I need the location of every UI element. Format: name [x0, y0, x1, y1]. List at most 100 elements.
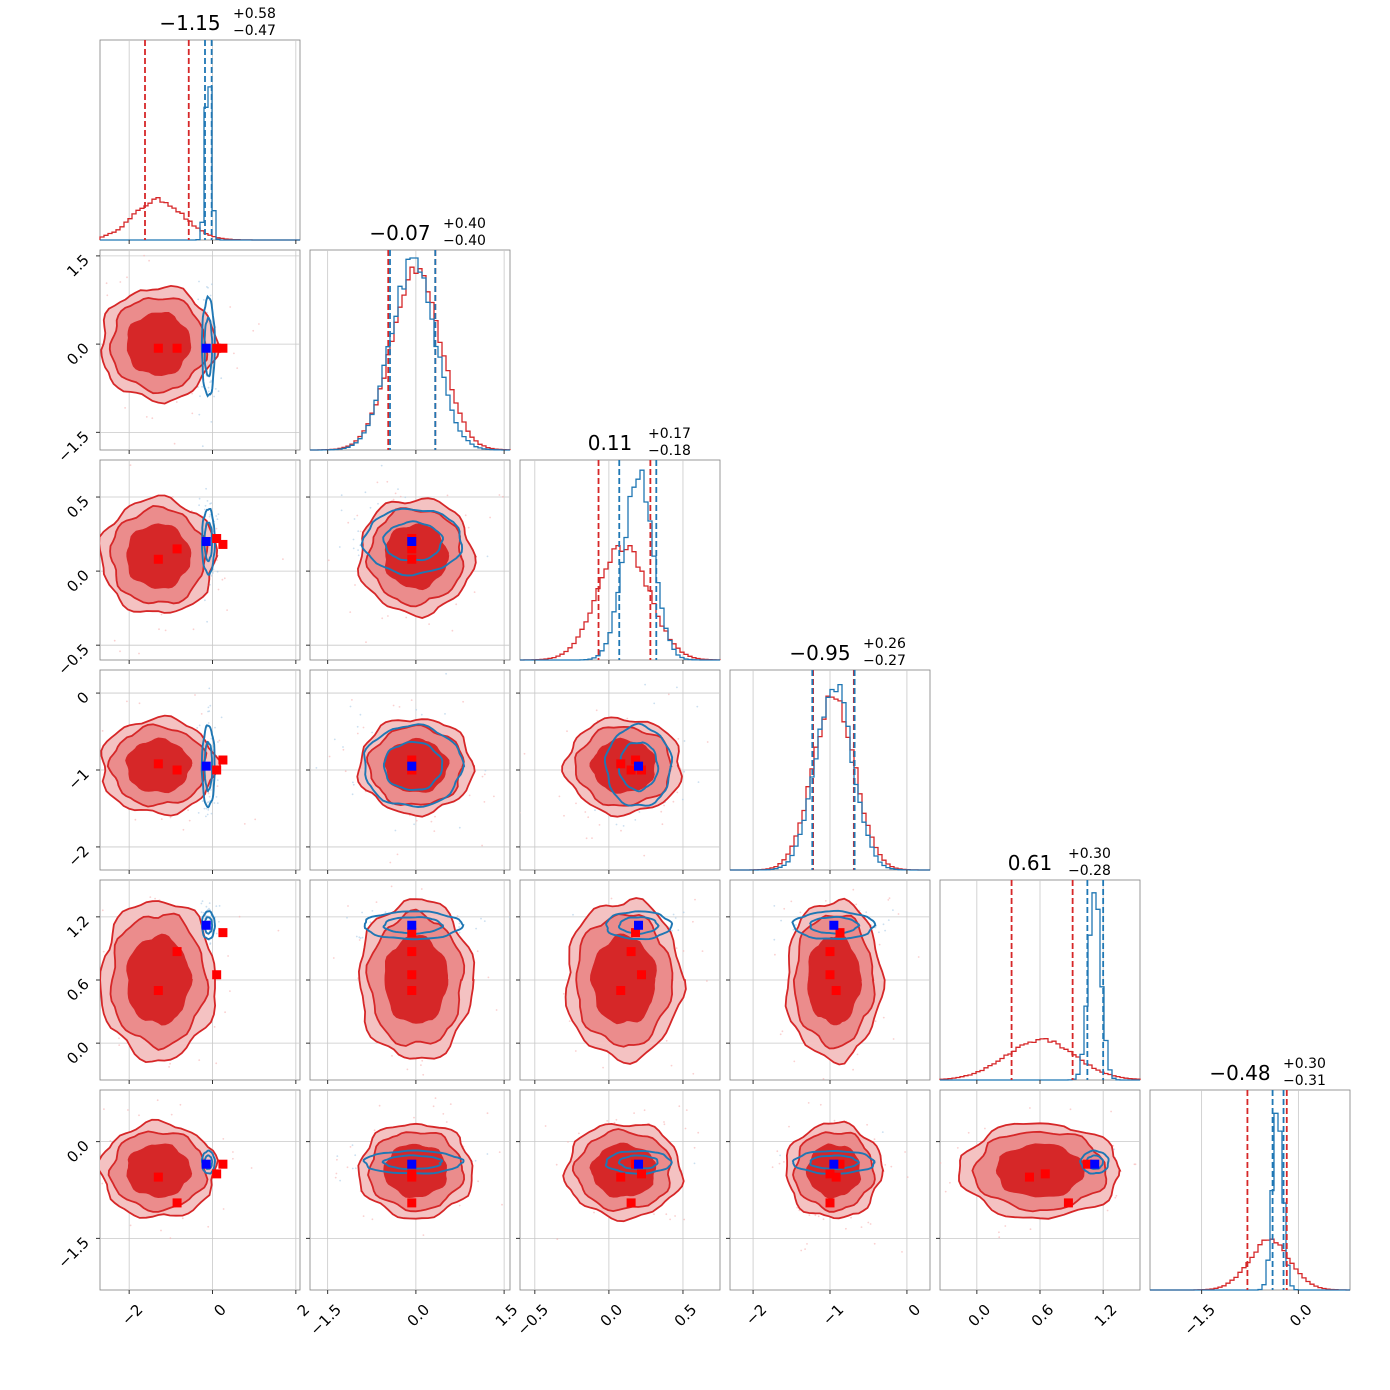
scatter-point: [101, 1182, 104, 1185]
scatter-point: [80, 1173, 82, 1175]
scatter-point: [489, 516, 491, 519]
scatter-point: [92, 939, 94, 941]
scatter-point: [663, 1121, 665, 1123]
scatter-point: [420, 713, 423, 716]
scatter-point: [205, 457, 207, 459]
scatter-point: [109, 1140, 112, 1142]
scatter-point: [351, 1167, 354, 1170]
scatter-point: [670, 1064, 673, 1067]
scatter-point: [387, 615, 389, 617]
scatter-point: [480, 917, 482, 920]
scatter-point: [191, 392, 193, 395]
scatter-point: [555, 1163, 558, 1166]
scatter-point: [516, 1175, 518, 1177]
scatter-point: [665, 1213, 668, 1216]
scatter-point: [233, 352, 235, 355]
scatter-point: [213, 1026, 216, 1028]
scatter-point: [984, 1127, 986, 1130]
scatter-point: [682, 911, 685, 914]
scatter-point: [217, 390, 220, 393]
scatter-point: [59, 1202, 61, 1204]
scatter-point: [221, 578, 224, 581]
scatter-point: [391, 1055, 393, 1057]
scatter-point: [998, 1236, 1001, 1239]
scatter-point: [65, 716, 67, 718]
scatter-point: [626, 717, 629, 720]
scatter-point: [215, 796, 218, 798]
scatter-point: [169, 816, 172, 819]
scatter-point: [205, 905, 208, 908]
scatter-point: [187, 809, 189, 811]
scatter-point: [804, 1248, 806, 1250]
scatter-point: [866, 1123, 868, 1126]
scatter-point: [422, 1073, 425, 1076]
scatter-point: [78, 889, 80, 891]
scatter-point: [878, 943, 881, 946]
scatter-point: [483, 920, 486, 922]
scatter-point: [338, 546, 341, 548]
panel-title-5: −0.48: [1209, 1061, 1270, 1085]
scatter-point: [795, 924, 797, 926]
panel-title-minus-1: −0.40: [443, 233, 486, 249]
panel-content: [544, 1105, 700, 1240]
scatter-point: [210, 379, 213, 382]
scatter-point: [575, 802, 577, 805]
scatter-point: [606, 1120, 609, 1122]
x-tick-label: 1.2: [1091, 1301, 1121, 1331]
scatter-point: [598, 824, 601, 826]
scatter-point: [243, 823, 246, 825]
contour-blue-1: [617, 916, 660, 935]
panel-title-plus-0: +0.58: [233, 6, 276, 22]
scatter-point: [336, 1158, 338, 1161]
scatter-point: [869, 1223, 872, 1225]
scatter-point: [567, 1141, 569, 1143]
scatter-point: [873, 1138, 876, 1141]
scatter-point: [643, 854, 646, 857]
scatter-point: [458, 826, 461, 829]
marker-red: [218, 343, 228, 353]
scatter-point: [207, 1225, 210, 1228]
scatter-point: [154, 897, 156, 900]
scatter-point: [422, 1234, 425, 1236]
scatter-point: [210, 283, 213, 286]
y-tick-label: 0.6: [63, 975, 93, 1005]
scatter-point: [205, 807, 208, 810]
scatter-point: [830, 878, 832, 880]
marker-red: [636, 1169, 646, 1179]
scatter-point: [209, 294, 212, 297]
contour-blue-0: [360, 507, 464, 577]
scatter-point: [790, 900, 793, 903]
scatter-point: [566, 730, 568, 733]
panel-title-plus-5: +0.30: [1283, 1056, 1326, 1072]
scatter-point: [361, 936, 364, 939]
scatter-point: [209, 704, 212, 707]
panel-4-4: 0.61 +0.30−0.28: [939, 846, 1141, 1084]
scatter-point: [170, 1113, 173, 1116]
scatter-point: [675, 947, 678, 949]
scatter-point: [901, 1251, 903, 1253]
marker-blue: [829, 920, 839, 930]
scatter-point: [882, 923, 885, 926]
scatter-point: [653, 702, 656, 705]
scatter-point: [362, 726, 365, 729]
scatter-point: [209, 943, 211, 945]
scatter-point: [305, 689, 307, 691]
scatter-point: [380, 464, 383, 467]
scatter-point: [101, 909, 104, 912]
scatter-point: [145, 416, 148, 418]
scatter-point: [562, 992, 565, 995]
scatter-point: [442, 1113, 445, 1115]
scatter-point: [344, 770, 347, 773]
scatter-point: [354, 1154, 357, 1157]
scatter-point: [227, 955, 229, 957]
scatter-point: [405, 616, 408, 619]
scatter-point: [445, 1121, 448, 1123]
scatter-point: [173, 442, 176, 445]
scatter-point: [873, 1242, 876, 1245]
marker-red: [218, 928, 228, 938]
scatter-point: [95, 932, 97, 934]
scatter-point: [852, 888, 855, 891]
scatter-point: [692, 920, 694, 923]
scatter-point: [359, 713, 362, 716]
marker-red: [172, 544, 182, 554]
